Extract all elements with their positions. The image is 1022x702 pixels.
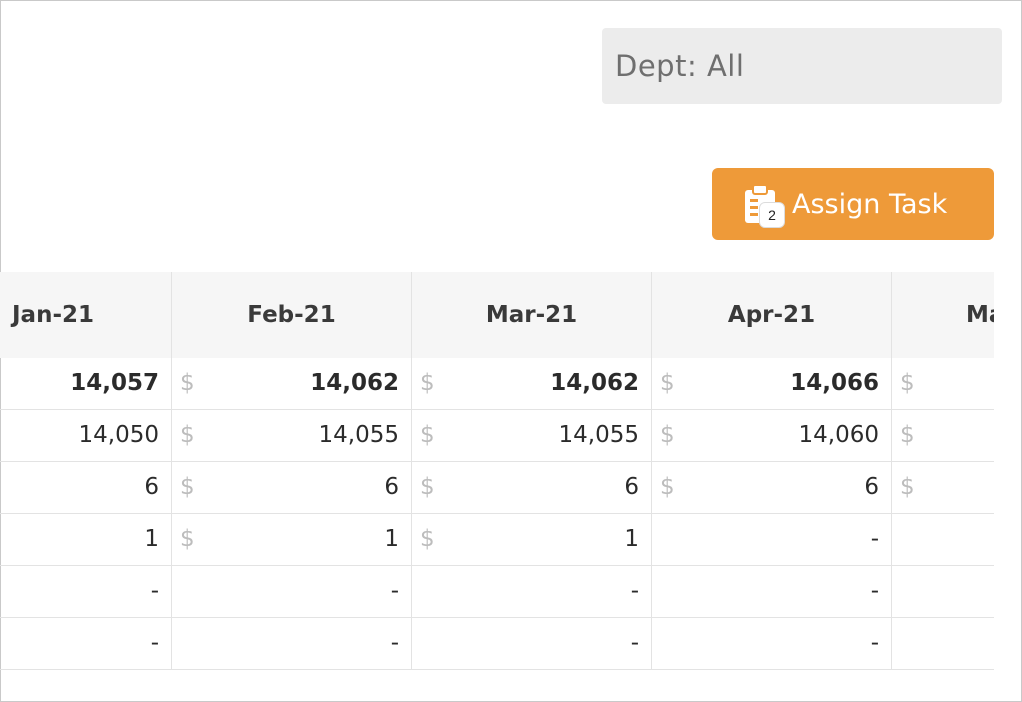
dept-filter-select[interactable]: Dept: All: [602, 28, 1002, 104]
table-cell: 6: [0, 462, 172, 513]
column-header: Apr-21: [652, 272, 892, 358]
table-cell: -: [652, 618, 892, 669]
currency-symbol: $: [420, 370, 435, 396]
cell-value: -: [150, 630, 159, 656]
table-header: Jan-21 Feb-21 Mar-21 Apr-21 Ma: [0, 272, 994, 358]
column-header: Ma: [892, 272, 994, 358]
table-cell: $14,055: [172, 410, 412, 461]
table-cell: $14,060: [652, 410, 892, 461]
table-cell: $: [892, 358, 994, 409]
currency-symbol: $: [180, 526, 195, 552]
assign-task-label: Assign Task: [792, 188, 948, 220]
table-cell: 14,057: [0, 358, 172, 409]
cell-value: 14,055: [558, 422, 639, 448]
column-header: Jan-21: [0, 272, 172, 358]
cell-value: -: [870, 578, 879, 604]
table-cell: -: [172, 566, 412, 617]
cell-value: 6: [864, 474, 879, 500]
table-cell: $: [892, 462, 994, 513]
cell-value: 6: [144, 474, 159, 500]
table-cell: $14,055: [412, 410, 652, 461]
table-row: 14,050 $14,055 $14,055 $14,060 $: [0, 410, 994, 462]
table-cell: 14,050: [0, 410, 172, 461]
table-row: 1 $1 $1-: [0, 514, 994, 566]
cell-value: -: [390, 578, 399, 604]
cell-value: -: [870, 630, 879, 656]
cell-value: -: [630, 578, 639, 604]
table-cell: [892, 618, 994, 669]
table-cell: -: [652, 566, 892, 617]
clipboard-icon: 2: [742, 184, 785, 228]
table-cell: -: [172, 618, 412, 669]
data-table: Jan-21 Feb-21 Mar-21 Apr-21 Ma 14,057 $14…: [0, 272, 994, 672]
table-cell: $6: [652, 462, 892, 513]
cell-value: -: [630, 630, 639, 656]
table-cell: $1: [172, 514, 412, 565]
currency-symbol: $: [420, 422, 435, 448]
currency-symbol: $: [420, 474, 435, 500]
currency-symbol: $: [900, 474, 915, 500]
table-row: 6 $6 $6 $6 $: [0, 462, 994, 514]
task-count-badge: 2: [759, 202, 785, 228]
assign-task-button[interactable]: 2 Assign Task: [712, 168, 994, 240]
cell-value: 14,057: [70, 370, 159, 396]
currency-symbol: $: [180, 370, 195, 396]
currency-symbol: $: [900, 422, 915, 448]
column-header: Mar-21: [412, 272, 652, 358]
currency-symbol: $: [420, 526, 435, 552]
cell-value: 14,050: [78, 422, 159, 448]
table-row: ----: [0, 618, 994, 670]
currency-symbol: $: [660, 370, 675, 396]
table-cell: -: [652, 514, 892, 565]
currency-symbol: $: [660, 422, 675, 448]
cell-value: -: [870, 526, 879, 552]
table-cell: -: [412, 618, 652, 669]
cell-value: 14,066: [790, 370, 879, 396]
table-cell: $14,062: [172, 358, 412, 409]
currency-symbol: $: [660, 474, 675, 500]
cell-value: 14,060: [798, 422, 879, 448]
dept-filter-label: Dept: All: [615, 49, 745, 83]
table-cell: -: [412, 566, 652, 617]
cell-value: 14,055: [318, 422, 399, 448]
cell-value: -: [390, 630, 399, 656]
table-row: ----: [0, 566, 994, 618]
cell-value: 14,062: [550, 370, 639, 396]
cell-value: 14,062: [310, 370, 399, 396]
cell-value: 1: [624, 526, 639, 552]
cell-value: 1: [384, 526, 399, 552]
column-header: Feb-21: [172, 272, 412, 358]
table-cell: -: [0, 618, 172, 669]
currency-symbol: $: [900, 370, 915, 396]
table-cell: $14,062: [412, 358, 652, 409]
table-row: 14,057 $14,062 $14,062 $14,066 $: [0, 358, 994, 410]
table-cell: [892, 566, 994, 617]
cell-value: 6: [624, 474, 639, 500]
table-cell: $1: [412, 514, 652, 565]
cell-value: -: [150, 578, 159, 604]
cell-value: 1: [144, 526, 159, 552]
table-cell: $14,066: [652, 358, 892, 409]
cell-value: 6: [384, 474, 399, 500]
currency-symbol: $: [180, 422, 195, 448]
currency-symbol: $: [180, 474, 195, 500]
table-cell: 1: [0, 514, 172, 565]
table-cell: $6: [172, 462, 412, 513]
table-cell: $6: [412, 462, 652, 513]
table-cell: $: [892, 410, 994, 461]
table-cell: -: [0, 566, 172, 617]
table-cell: [892, 514, 994, 565]
